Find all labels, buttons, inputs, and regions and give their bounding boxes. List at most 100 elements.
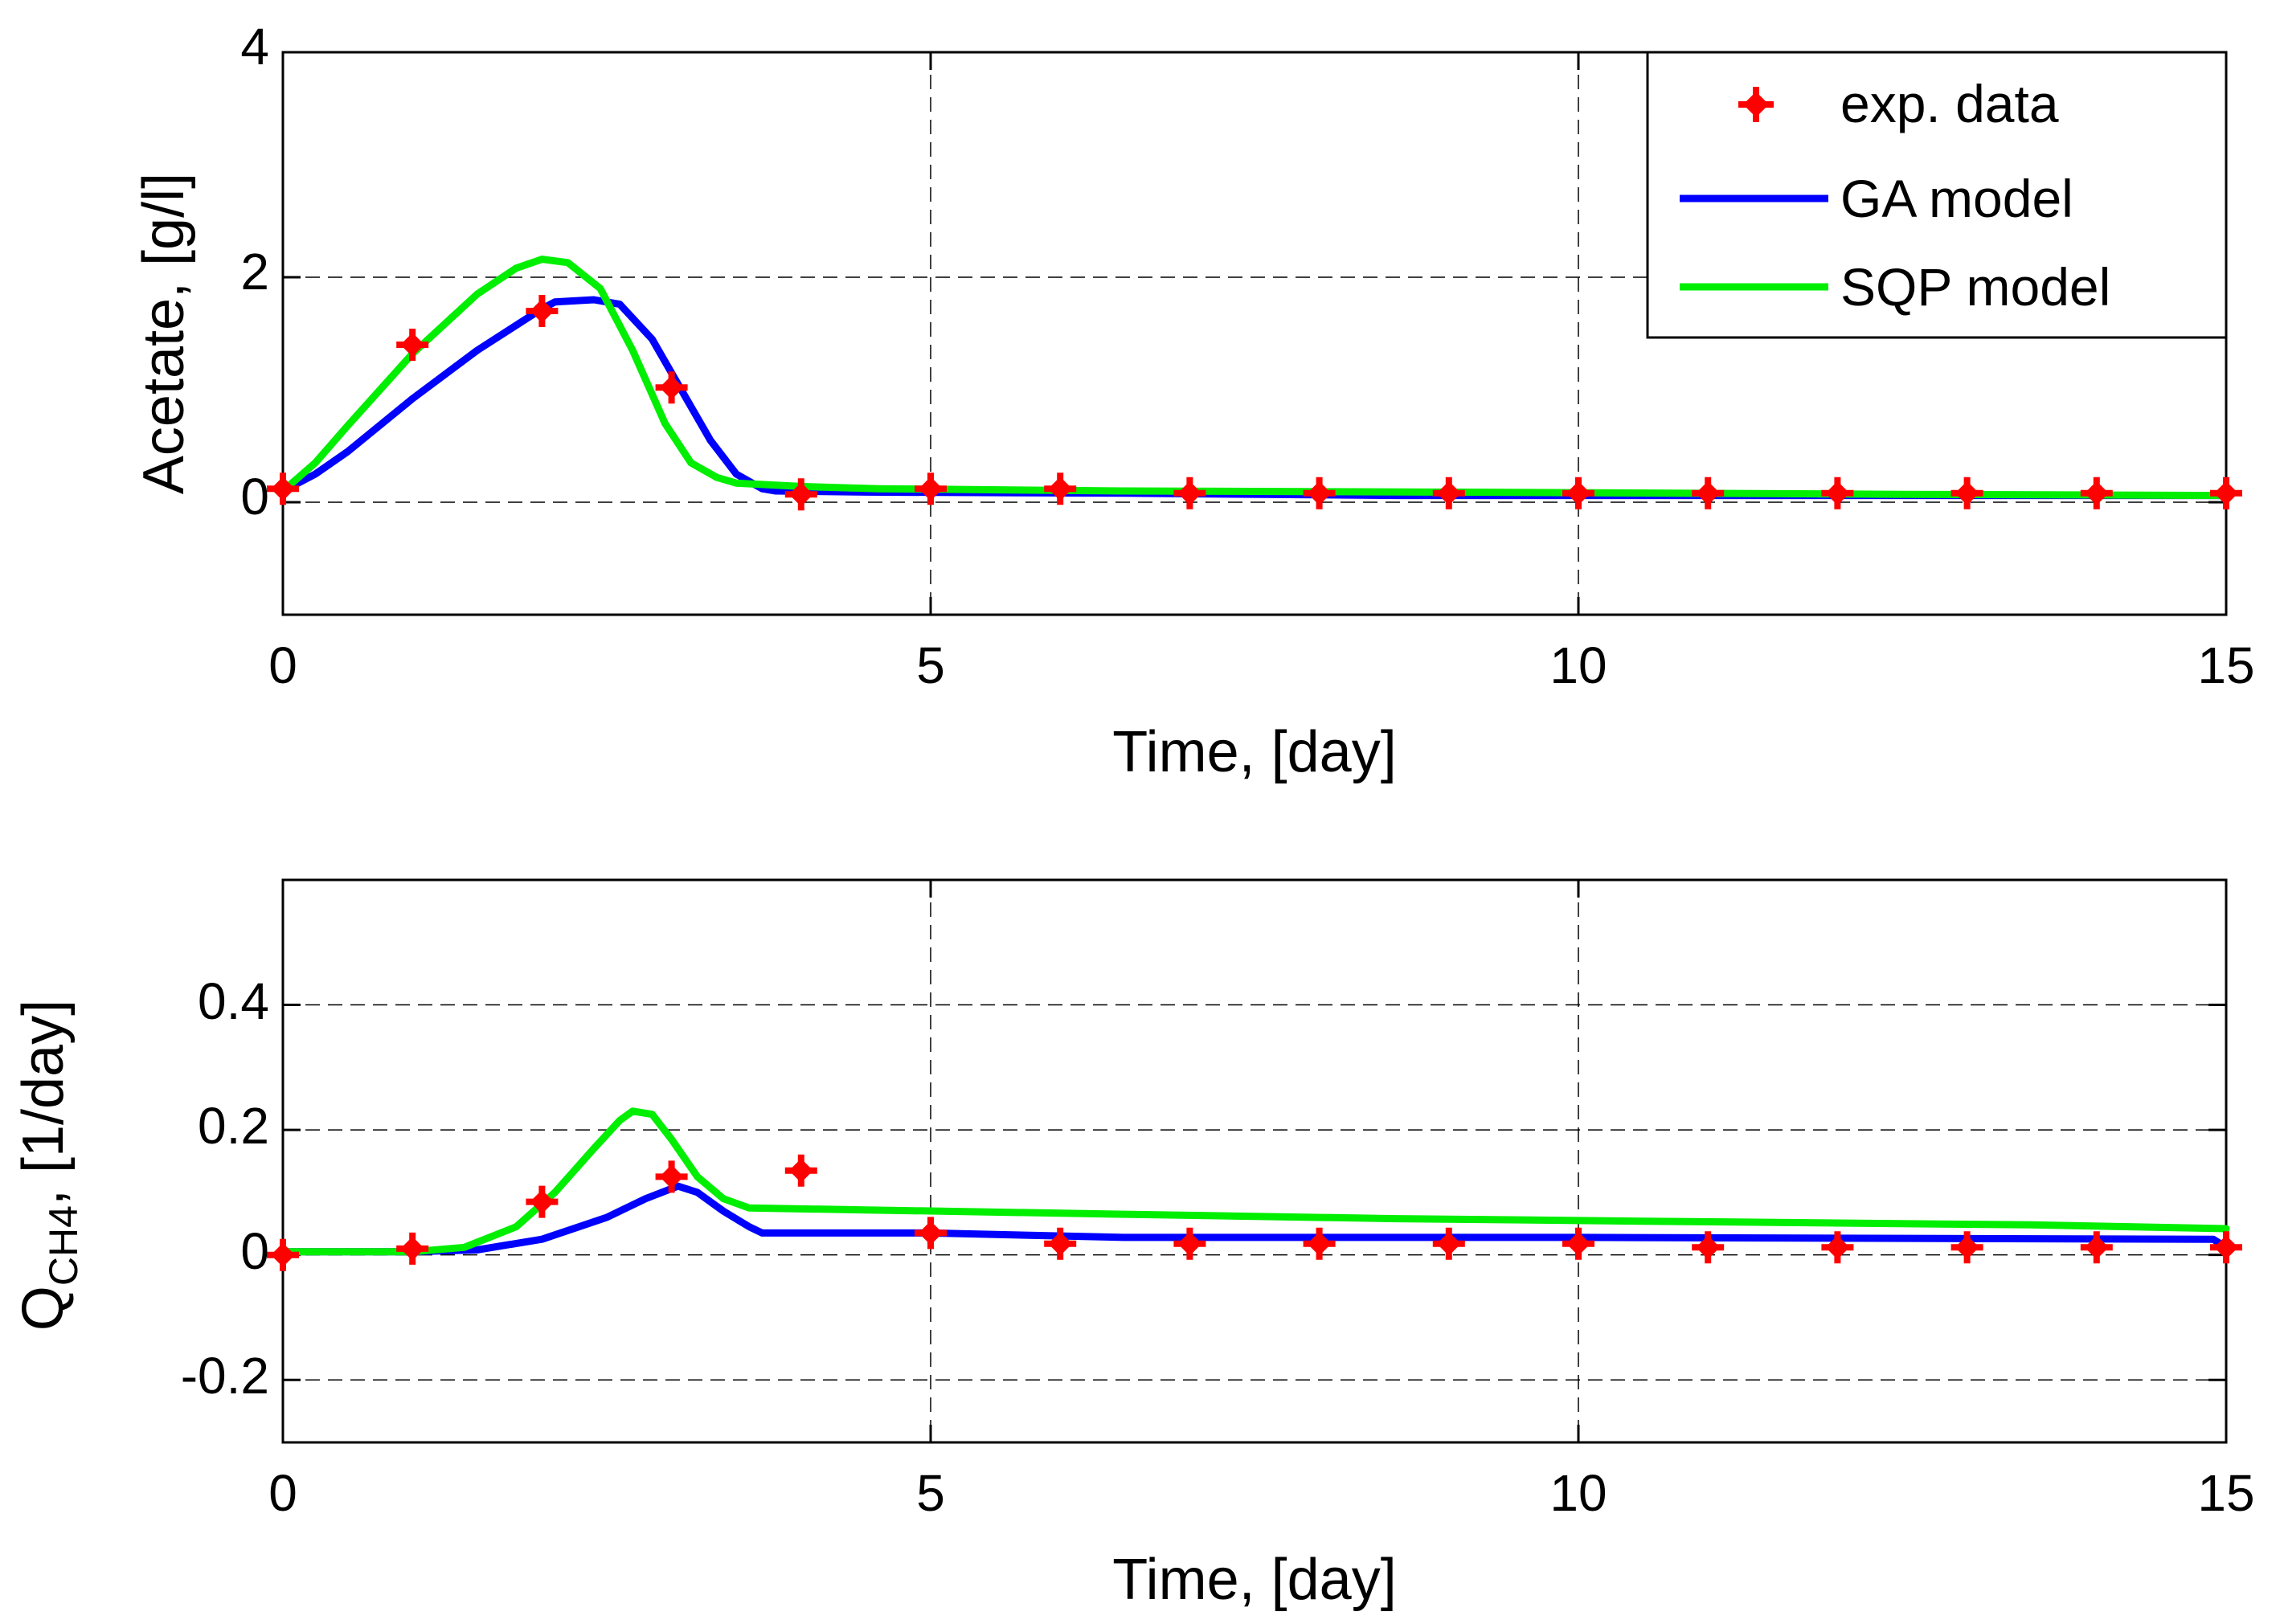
acetate-y-axis-label: Acetate, [g/l]	[132, 173, 196, 494]
acetate-xtick-label-0: 0	[268, 636, 297, 694]
qch4-exp-point-plus	[784, 1154, 817, 1187]
qch4-xtick-label-5: 5	[916, 1464, 945, 1522]
qch4-exp-point	[784, 1154, 817, 1187]
acetate-x-axis-label: Time, [day]	[1112, 720, 1396, 784]
qch4-y-axis-label-sub: CH4	[41, 1205, 86, 1286]
acetate-exp-point-plus	[655, 371, 688, 404]
qch4-exp-point-plus	[915, 1217, 947, 1250]
qch4-exp-point-plus	[2080, 1231, 2113, 1264]
acetate-xtick-label-10: 10	[1549, 636, 1607, 694]
qch4-exp-point-plus	[1950, 1231, 1983, 1264]
qch4-axes-box	[281, 878, 2228, 1444]
qch4-exp-point	[1950, 1231, 1983, 1264]
acetate-exp-point	[2080, 477, 2113, 509]
acetate-exp-point	[784, 478, 817, 511]
qch4-exp-point-plus	[1432, 1227, 1465, 1260]
qch4-exp-point-plus	[1044, 1227, 1077, 1260]
acetate-ytick-label-2: 2	[240, 243, 269, 301]
acetate-grid	[283, 52, 2226, 615]
qch4-exp-point-plus	[655, 1160, 688, 1193]
qch4-exp-point-plus	[1692, 1231, 1725, 1264]
acetate-exp-markers	[267, 295, 2242, 511]
acetate-exp-point	[396, 329, 429, 361]
acetate-exp-point-plus	[1692, 477, 1725, 509]
acetate-exp-point	[1562, 477, 1594, 509]
legend-exp-plus	[1738, 87, 1774, 122]
acetate-exp-point	[1692, 477, 1725, 509]
acetate-exp-point	[267, 472, 299, 505]
acetate-exp-point-plus	[1562, 477, 1594, 509]
acetate-exp-point-plus	[1432, 477, 1465, 509]
acetate-exp-point	[655, 371, 688, 404]
qch4-series	[279, 1107, 2230, 1256]
qch4-exp-point-plus	[396, 1232, 429, 1265]
qch4-exp-point	[1432, 1227, 1465, 1260]
acetate-exp-point	[1303, 477, 1336, 509]
acetate-exp-point-plus	[1044, 472, 1077, 505]
acetate-xtick-label-15: 15	[2197, 636, 2254, 694]
qch4-exp-markers	[267, 1154, 2242, 1271]
qch4-xtick-label-10: 10	[1549, 1464, 1607, 1522]
qch4-y-axis-label-q: Q	[11, 1286, 76, 1331]
acetate-exp-point	[2210, 477, 2242, 509]
qch4-exp-point	[655, 1160, 688, 1193]
qch4-exp-point-plus	[1821, 1231, 1854, 1264]
qch4-ytick-label-neg0.2: -0.2	[181, 1347, 269, 1405]
legend-exp-marker	[1738, 87, 1774, 122]
qch4-exp-point-plus	[1303, 1227, 1336, 1260]
qch4-exp-point	[526, 1185, 559, 1218]
acetate-exp-point	[1950, 477, 1983, 509]
qch4-exp-point-plus	[1173, 1227, 1206, 1260]
acetate-exp-point	[915, 472, 947, 505]
qch4-exp-point	[1692, 1231, 1725, 1264]
acetate-exp-point-plus	[1950, 477, 1983, 509]
qch4-exp-point-plus	[267, 1238, 299, 1271]
legend: exp. data GA model SQP model	[1646, 51, 2228, 339]
qch4-exp-point	[1044, 1227, 1077, 1260]
qch4-xtick-label-0: 0	[268, 1464, 297, 1522]
legend-exp-label: exp. data	[1840, 74, 2059, 133]
acetate-exp-point-plus	[2210, 477, 2242, 509]
acetate-exp-point-plus	[2080, 477, 2113, 509]
qch4-y-axis-label: QCH4, [1/day]	[11, 1000, 86, 1331]
qch4-exp-point-plus	[1562, 1227, 1594, 1260]
acetate-xtick-label-5: 5	[916, 636, 945, 694]
acetate-exp-point	[1044, 472, 1077, 505]
acetate-exp-point-plus	[784, 478, 817, 511]
qch4-x-axis-label: Time, [day]	[1112, 1548, 1396, 1612]
qch4-exp-point	[267, 1238, 299, 1271]
qch4-xtick-label-15: 15	[2197, 1464, 2254, 1522]
acetate-ytick-label-0: 0	[240, 468, 269, 526]
acetate-exp-point-plus	[915, 472, 947, 505]
qch4-sqp-line	[279, 1107, 2230, 1256]
legend-ga-label: GA model	[1840, 169, 2073, 228]
qch4-ytick-label-0.4: 0.4	[198, 972, 269, 1030]
qch4-y-axis-label-units: , [1/day]	[11, 1000, 76, 1205]
qch4-ytick-label-0.2: 0.2	[198, 1097, 269, 1155]
qch4-exp-point	[2210, 1231, 2242, 1264]
acetate-exp-point	[1821, 477, 1854, 509]
qch4-ytick-label-0: 0	[240, 1222, 269, 1280]
qch4-exp-point-plus	[2210, 1231, 2242, 1264]
legend-sqp-label: SQP model	[1840, 257, 2110, 317]
acetate-panel: 0 2 4 0 5 10 15 Time, [day] Acetate, [g/…	[132, 18, 2255, 784]
acetate-ytick-label-4: 4	[240, 18, 269, 76]
acetate-exp-point-plus	[1303, 477, 1336, 509]
acetate-exp-point	[1432, 477, 1465, 509]
qch4-ga-line	[279, 1182, 2230, 1256]
acetate-exp-point-plus	[1821, 477, 1854, 509]
acetate-exp-point	[1173, 477, 1206, 509]
qch4-ticks	[281, 880, 2228, 1442]
acetate-exp-point-plus	[267, 472, 299, 505]
acetate-exp-point-plus	[526, 295, 559, 327]
acetate-exp-point-plus	[396, 329, 429, 361]
qch4-exp-point	[2080, 1231, 2113, 1264]
qch4-exp-point	[915, 1217, 947, 1250]
qch4-exp-point	[396, 1232, 429, 1265]
qch4-exp-point	[1303, 1227, 1336, 1260]
qch4-exp-point-plus	[526, 1185, 559, 1218]
qch4-exp-point	[1821, 1231, 1854, 1264]
qch4-exp-point	[1173, 1227, 1206, 1260]
qch4-exp-point	[1562, 1227, 1594, 1260]
